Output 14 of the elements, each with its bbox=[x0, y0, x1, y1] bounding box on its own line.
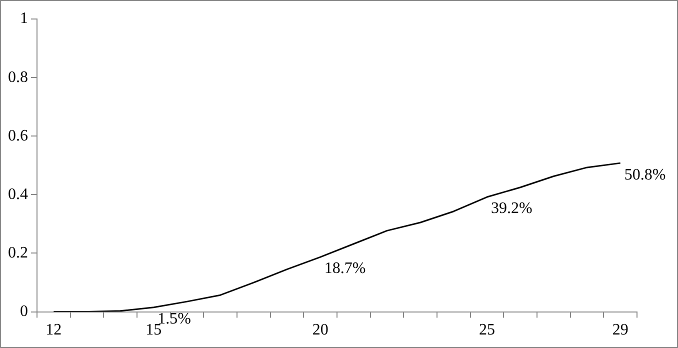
data-label: 39.2% bbox=[491, 200, 532, 218]
x-tick-label: 25 bbox=[479, 322, 495, 339]
y-tick-label: 0 bbox=[20, 303, 28, 320]
data-label: 18.7% bbox=[324, 260, 366, 278]
x-tick-label: 29 bbox=[612, 322, 628, 339]
y-tick-label: 0.4 bbox=[8, 186, 28, 203]
y-tick-label: 0.2 bbox=[8, 244, 28, 262]
x-tick-label: 20 bbox=[312, 322, 328, 339]
data-label: 1.5% bbox=[158, 310, 191, 328]
y-tick-label: 0.8 bbox=[8, 68, 28, 86]
y-tick-label: 0.6 bbox=[8, 127, 28, 144]
x-tick-label: 12 bbox=[46, 322, 62, 339]
y-tick-label: 1 bbox=[20, 10, 28, 28]
data-label: 50.8% bbox=[624, 166, 666, 184]
